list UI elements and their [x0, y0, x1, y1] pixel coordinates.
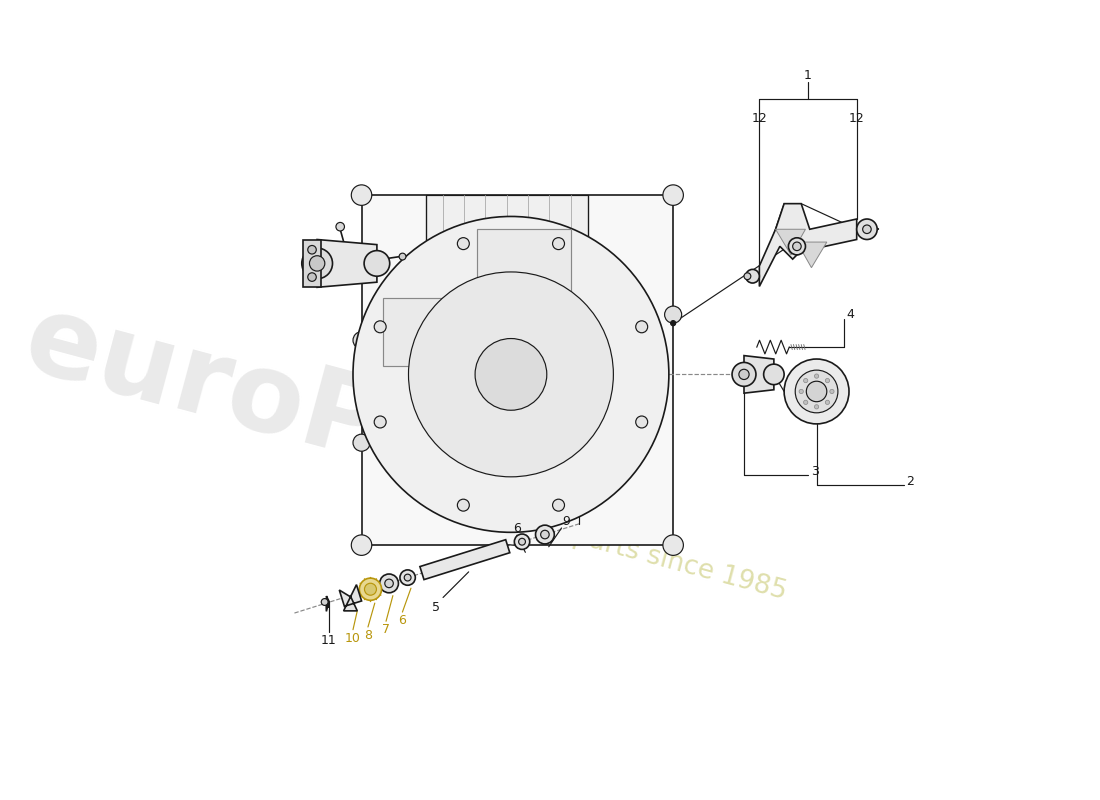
Circle shape: [552, 499, 564, 511]
Circle shape: [789, 238, 805, 255]
Polygon shape: [383, 298, 451, 366]
Circle shape: [399, 253, 406, 260]
Circle shape: [385, 579, 394, 588]
Circle shape: [552, 238, 564, 250]
Polygon shape: [304, 239, 320, 287]
Circle shape: [540, 530, 549, 539]
Circle shape: [732, 362, 756, 386]
Circle shape: [374, 321, 386, 333]
Text: 5: 5: [432, 602, 440, 614]
Circle shape: [804, 378, 807, 382]
Circle shape: [408, 272, 614, 477]
Circle shape: [825, 400, 829, 405]
Circle shape: [308, 246, 317, 254]
Circle shape: [400, 570, 416, 586]
Circle shape: [784, 359, 849, 424]
Text: 12: 12: [849, 112, 865, 125]
Circle shape: [799, 390, 803, 394]
Circle shape: [374, 416, 386, 428]
Circle shape: [301, 248, 332, 278]
Circle shape: [739, 370, 749, 379]
Polygon shape: [317, 239, 377, 287]
Circle shape: [536, 525, 554, 544]
Circle shape: [360, 578, 382, 600]
Circle shape: [308, 273, 317, 282]
Circle shape: [309, 256, 324, 271]
Text: 11: 11: [321, 634, 337, 647]
Circle shape: [353, 434, 370, 451]
Circle shape: [814, 374, 818, 378]
Polygon shape: [339, 585, 362, 611]
Circle shape: [404, 574, 411, 581]
Circle shape: [664, 306, 682, 323]
Text: 6: 6: [513, 522, 520, 535]
Circle shape: [825, 378, 829, 382]
Circle shape: [857, 219, 877, 239]
Text: euroParts: euroParts: [13, 286, 634, 548]
Circle shape: [806, 382, 827, 402]
Text: 7: 7: [382, 623, 390, 636]
Circle shape: [763, 364, 784, 385]
Text: 12: 12: [751, 112, 767, 125]
Circle shape: [814, 405, 818, 409]
Circle shape: [351, 535, 372, 555]
Circle shape: [744, 273, 751, 280]
Text: your source for parts since 1985: your source for parts since 1985: [368, 469, 790, 605]
Circle shape: [804, 400, 807, 405]
Text: 2: 2: [906, 475, 914, 489]
Text: 3: 3: [811, 466, 818, 478]
Text: 10: 10: [345, 632, 361, 645]
Circle shape: [364, 250, 389, 276]
Text: 6: 6: [398, 614, 406, 627]
Circle shape: [458, 238, 470, 250]
Circle shape: [671, 321, 675, 326]
Circle shape: [353, 217, 669, 532]
Polygon shape: [759, 204, 857, 286]
Text: 8: 8: [364, 629, 372, 642]
Circle shape: [663, 535, 683, 555]
Text: 1: 1: [804, 69, 812, 82]
Text: 9: 9: [562, 514, 570, 528]
Circle shape: [795, 370, 838, 413]
Polygon shape: [744, 356, 774, 393]
Circle shape: [336, 222, 344, 231]
Circle shape: [663, 185, 683, 206]
Text: 4: 4: [847, 308, 855, 321]
Circle shape: [518, 538, 526, 545]
Circle shape: [364, 583, 376, 595]
Circle shape: [636, 416, 648, 428]
Polygon shape: [426, 195, 587, 242]
Circle shape: [746, 270, 759, 283]
Circle shape: [353, 332, 370, 349]
Circle shape: [379, 574, 398, 593]
Circle shape: [351, 185, 372, 206]
Polygon shape: [420, 540, 509, 580]
Polygon shape: [776, 230, 805, 255]
Circle shape: [321, 598, 328, 606]
Circle shape: [515, 534, 530, 550]
Polygon shape: [796, 242, 827, 268]
Circle shape: [458, 499, 470, 511]
Circle shape: [475, 338, 547, 410]
Polygon shape: [326, 596, 329, 611]
Circle shape: [793, 242, 801, 250]
Circle shape: [636, 321, 648, 333]
Polygon shape: [362, 195, 673, 545]
Circle shape: [829, 390, 834, 394]
Polygon shape: [476, 230, 571, 306]
Circle shape: [862, 225, 871, 234]
